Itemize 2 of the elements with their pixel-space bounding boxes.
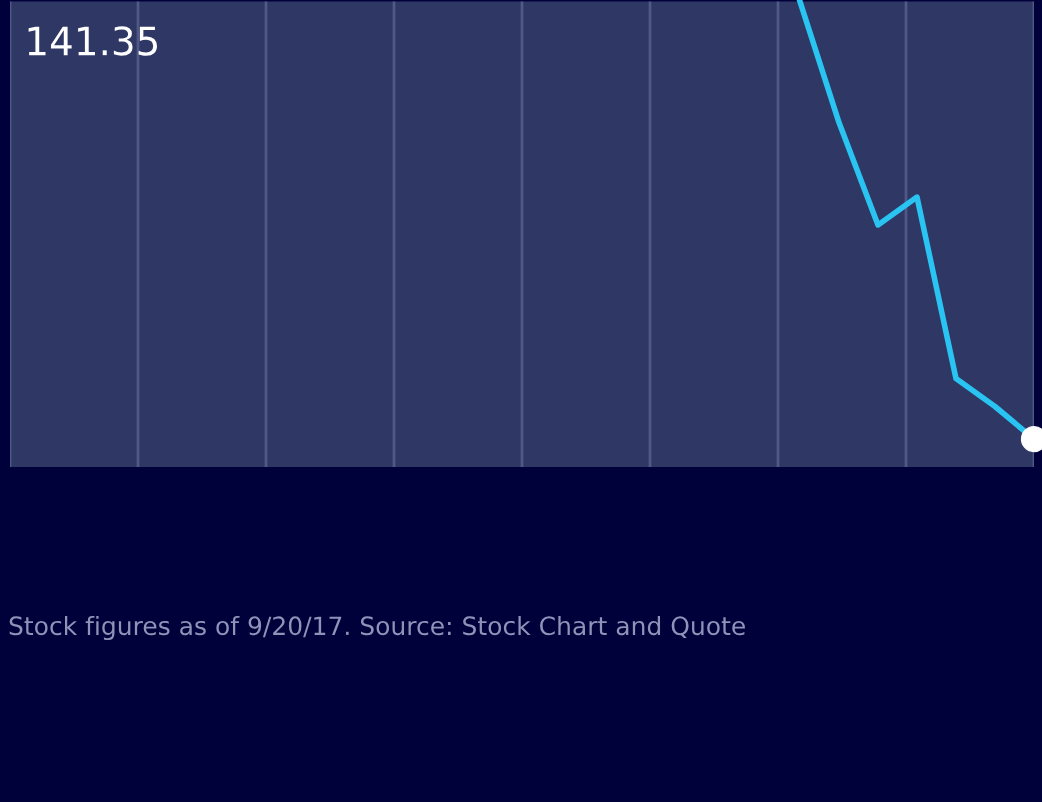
text: 141.35 [28, 26, 158, 56]
text: Stock figures as of 9/20/17. Source: Stock Chart and Quote [9, 615, 745, 641]
